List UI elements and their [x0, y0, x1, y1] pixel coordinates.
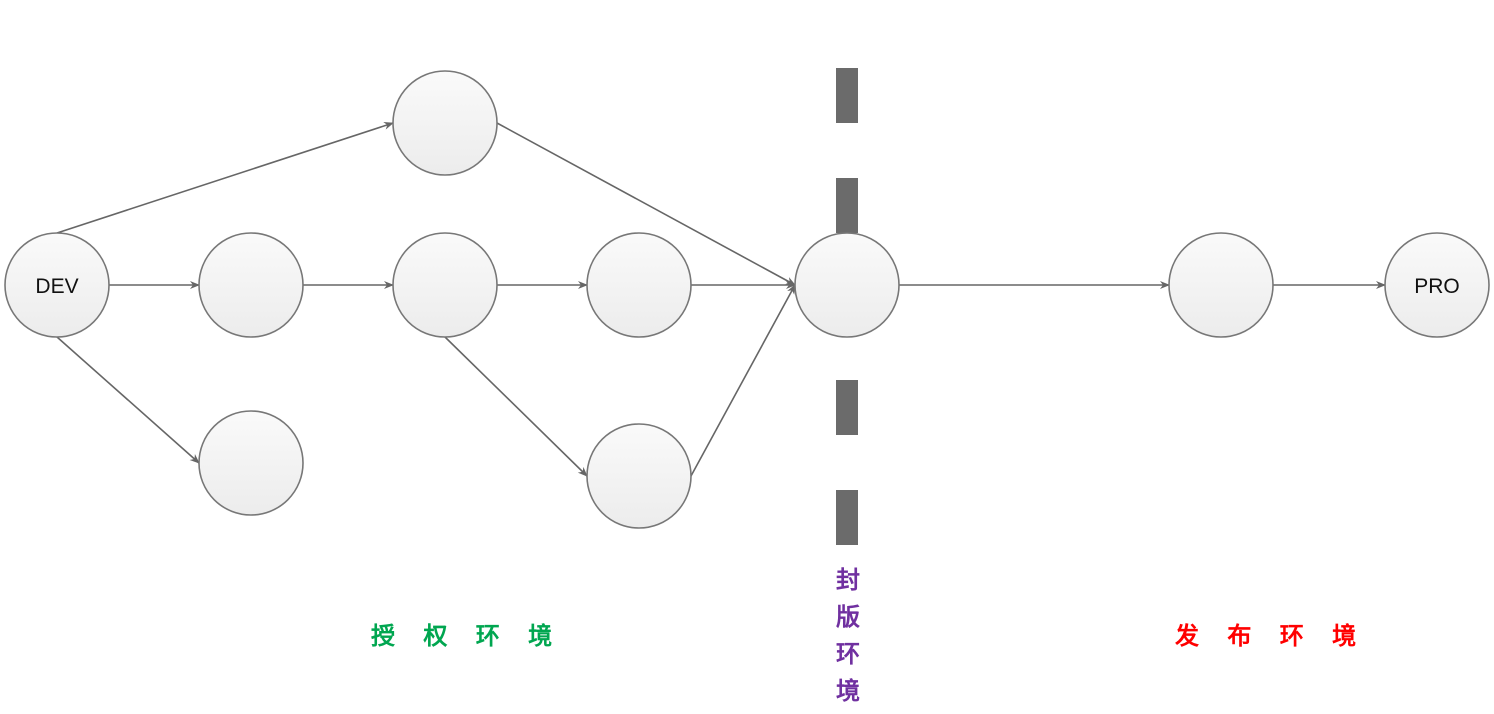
zone-label-release: 发 布 环 境 [1175, 622, 1367, 650]
node-bottom-right [586, 423, 692, 529]
node-release [1168, 232, 1274, 338]
divider-dash [836, 68, 858, 123]
node-dev-label: DEV [35, 275, 78, 298]
edge-top-freeze [496, 122, 796, 286]
node-mid-3 [586, 232, 692, 338]
freeze-divider [836, 68, 858, 545]
divider-dash [836, 178, 858, 233]
zone-label-auth: 授 权 环 境 [371, 622, 563, 650]
node-freeze [794, 232, 900, 338]
edge-dev-bottom [56, 336, 200, 464]
node-dev [4, 232, 110, 338]
node-pro-label: PRO [1414, 275, 1460, 298]
divider-dash [836, 380, 858, 435]
edge-mid2-low [444, 336, 588, 477]
edges [56, 121, 1386, 477]
edge-low-freeze [690, 284, 796, 477]
node-top [392, 70, 498, 176]
nodes [4, 70, 1490, 529]
divider-dash [836, 490, 858, 545]
node-bottom-left [198, 410, 304, 516]
node-pro [1384, 232, 1490, 338]
node-mid-2 [392, 232, 498, 338]
node-mid-1 [198, 232, 304, 338]
zone-label-freeze: 封版环境 [836, 566, 860, 705]
edge-dev-top [56, 121, 394, 234]
